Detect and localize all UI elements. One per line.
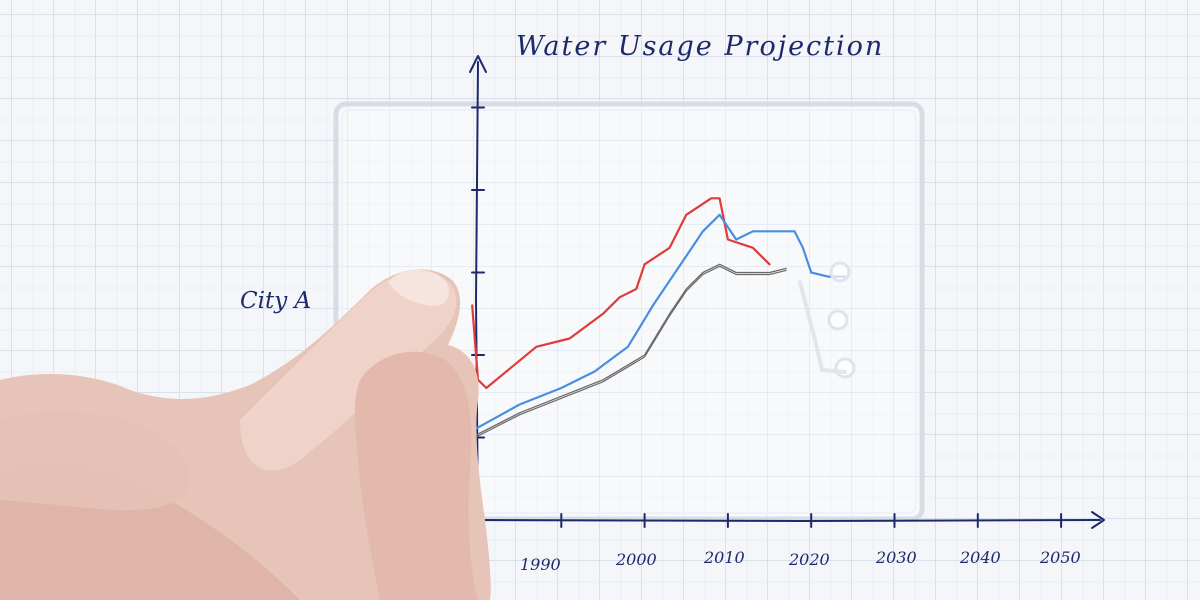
acrylic-overlay-sheet[interactable] [333, 101, 925, 522]
y-axis-arrow [469, 55, 487, 73]
x-tick-labels: 1990 2000 2010 2020 2030 2040 2050 [520, 548, 1081, 574]
acrylic-overlay-sheet-edge [341, 109, 917, 514]
x-tick-label-2010: 2010 [703, 548, 745, 567]
x-tick-label-2050: 2050 [1039, 548, 1081, 567]
hand-lower-finger [0, 411, 190, 511]
series-line-grey-shadow [470, 265, 787, 441]
hand [0, 269, 491, 600]
x-tick-label-2030: 2030 [875, 548, 917, 567]
hand-fingernail [388, 269, 450, 306]
x-tick-label-2000: 2000 [615, 550, 657, 569]
hand-thumb [354, 351, 478, 600]
series-line-grey [470, 263, 787, 439]
overlay-marker-top [829, 261, 851, 283]
overlay-marker-middle [827, 309, 849, 331]
overlay-marker-bottom [834, 357, 856, 379]
x-tick-label-1990: 1990 [520, 555, 561, 574]
x-axis-line [477, 519, 1101, 523]
series-line-blue [473, 213, 846, 431]
x-tick-label-2040: 2040 [959, 548, 1001, 567]
series-line-red [471, 197, 771, 390]
overlay-faint-projection [798, 280, 847, 374]
x-axis-arrow [1091, 511, 1105, 529]
chart-series [470, 197, 846, 441]
hand-index-finger [240, 272, 457, 471]
chart-title: Water Usage Projection [516, 31, 884, 62]
x-tick-label-2020: 2020 [788, 550, 830, 569]
y-axis-line [474, 61, 479, 521]
series-label-city-a: City A [240, 288, 311, 314]
overlay-markers [798, 261, 856, 379]
